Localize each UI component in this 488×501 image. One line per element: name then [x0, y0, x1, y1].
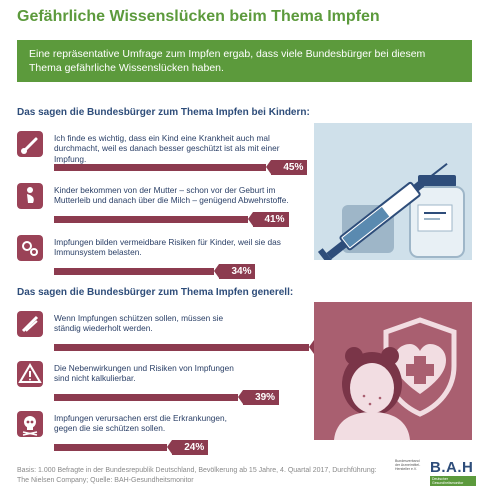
page-title: Gefährliche Wissenslücken beim Thema Imp…: [17, 8, 380, 25]
pregnancy-icon: [17, 183, 43, 209]
bah-logo-subtitle: Deutscher Gesundheitsmonitor: [430, 476, 476, 486]
percentage-label: 34%: [214, 264, 256, 279]
section-heading-general: Das sagen die Bundesbürger zum Thema Imp…: [17, 287, 294, 298]
percentage-bar: [54, 394, 239, 401]
statement-text: Impfungen bilden vermeidbare Risiken für…: [54, 237, 281, 258]
child-icon: [334, 347, 410, 440]
thermometer-icon: [17, 131, 43, 157]
statement-text: Kinder bekommen von der Mutter – schon v…: [54, 185, 289, 206]
bah-logo: B.A.H: [430, 459, 474, 476]
section-heading-children: Das sagen die Bundesbürger zum Thema Imp…: [17, 107, 310, 118]
skull-icon: [17, 411, 43, 437]
statement-text: Impfungen verursachen erst die Erkrankun…: [54, 413, 227, 434]
percentage-bar: [54, 444, 168, 451]
protection-illustration: [314, 302, 472, 440]
percentage-bar: [54, 216, 248, 223]
vaccine-illustration: [314, 123, 472, 268]
germs-icon: [17, 235, 43, 261]
footnote: Basis: 1.000 Befragte in der Bundesrepub…: [17, 467, 377, 484]
syringes-icon: [17, 311, 43, 337]
percentage-label: 45%: [266, 160, 308, 175]
percentage-label: 39%: [238, 390, 280, 405]
intro-box: Eine repräsentative Umfrage zum Impfen e…: [17, 40, 472, 82]
percentage-label: 41%: [247, 212, 289, 227]
statement-text: Ich finde es wichtig, dass ein Kind eine…: [54, 133, 280, 164]
percentage-bar: [54, 268, 215, 275]
warning-icon: [17, 361, 43, 387]
percentage-label: 24%: [167, 440, 209, 455]
percentage-bar: [54, 344, 309, 351]
bah-seal-text: Bundesverband der Arzneimittel-Herstelle…: [395, 459, 421, 472]
statement-text: Die Nebenwirkungen und Risiken von Impfu…: [54, 363, 234, 384]
percentage-bar: [54, 164, 267, 171]
statement-text: Wenn Impfungen schützen sollen, müssen s…: [54, 313, 224, 334]
